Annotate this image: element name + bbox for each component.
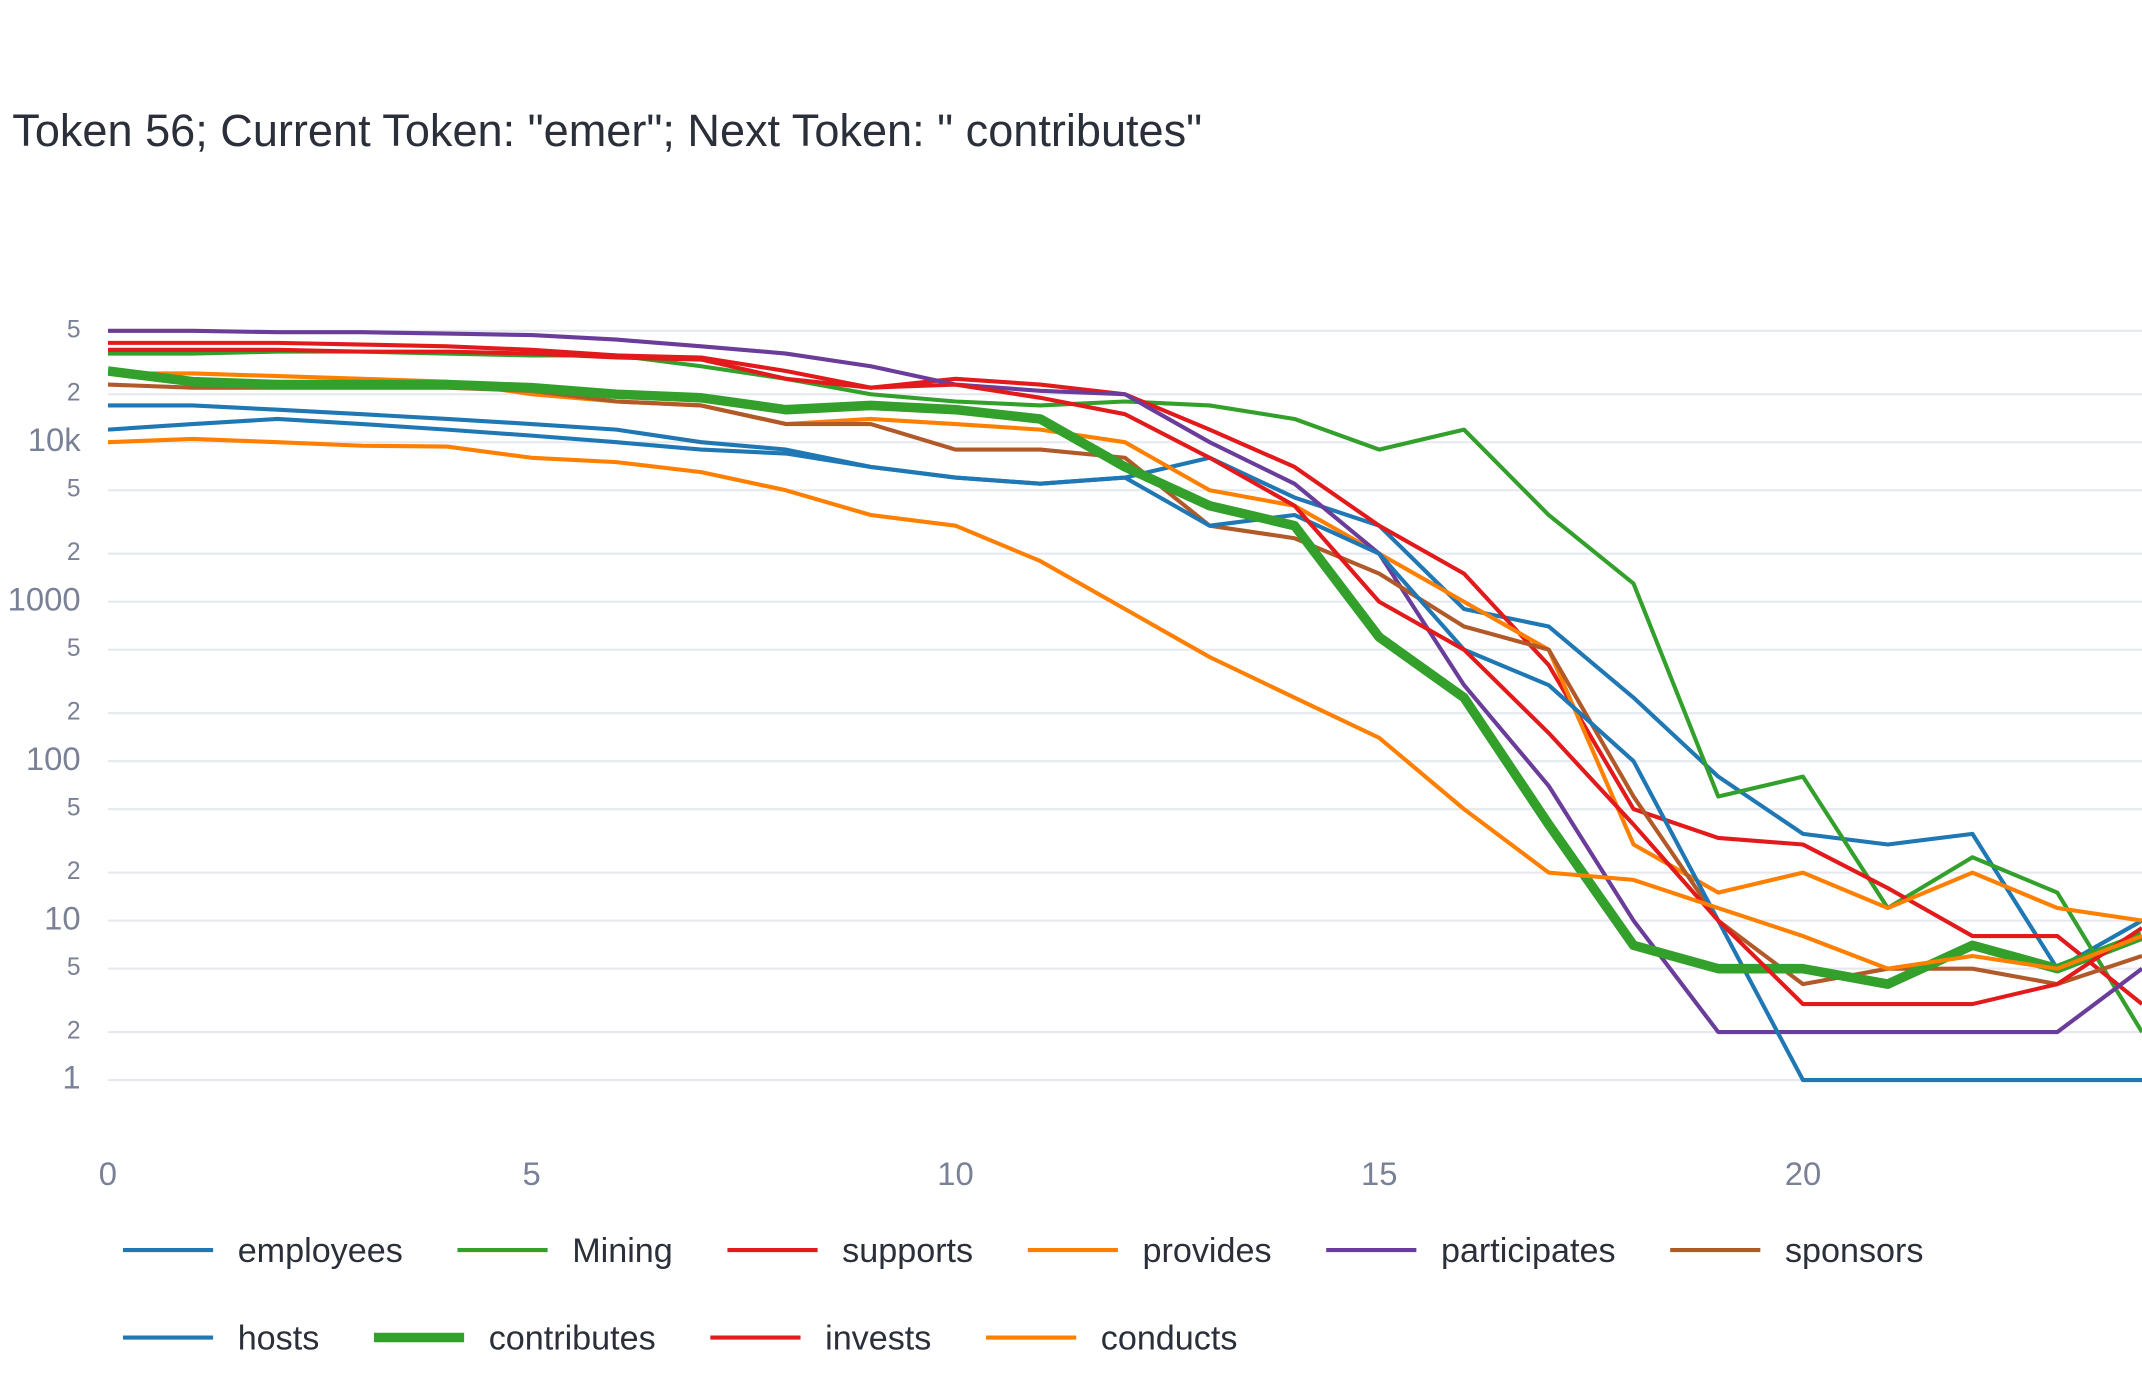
y-tick-label: 1 [62, 1059, 80, 1096]
y-tick-label: 5 [67, 795, 81, 822]
legend-item: Mining [457, 1232, 673, 1270]
y-tick-label: 2 [67, 699, 81, 726]
y-tick-label: 10 [44, 899, 80, 936]
legend-label: hosts [238, 1319, 320, 1357]
y-tick-label: 5 [67, 954, 81, 981]
legend-item: invests [710, 1319, 931, 1357]
legend-item: employees [122, 1232, 403, 1270]
legend-item: hosts [122, 1319, 320, 1357]
plot-area [107, 328, 2142, 1083]
chart-title: Token 56; Current Token: "emer"; Next To… [12, 105, 1202, 156]
x-tick-label: 0 [99, 1155, 117, 1192]
series-line [107, 328, 2142, 1035]
y-tick-label: 2 [67, 380, 81, 407]
x-tick-label: 10 [937, 1155, 973, 1192]
legend-label: sponsors [1785, 1232, 1924, 1270]
legend: employees Mining supports provides participa… [122, 1232, 1923, 1357]
legend-label: invests [825, 1319, 931, 1357]
series-line [107, 366, 2142, 989]
legend-label: Mining [572, 1232, 673, 1270]
y-tick-label: 2 [67, 539, 81, 566]
legend-item: supports [727, 1232, 973, 1270]
x-tick-label: 20 [1785, 1155, 1821, 1192]
series-line [107, 349, 2142, 1034]
grid: 1 2 5 10 2 5 100 2 5 1000 2 5 10k 2 5 0 5 10 15 20 [8, 316, 2142, 1192]
legend-item: conducts [986, 1319, 1237, 1357]
legend-item: sponsors [1670, 1232, 1923, 1270]
y-tick-label: 5 [67, 476, 81, 503]
legend-label: employees [238, 1232, 403, 1270]
series-line [107, 347, 2142, 1007]
y-tick-label: 2 [67, 858, 81, 885]
y-tick-label: 5 [67, 316, 81, 343]
y-tick-label: 10k [28, 421, 81, 458]
x-tick-label: 15 [1361, 1155, 1397, 1192]
series-line [107, 403, 2142, 1083]
y-tick-label: 1000 [8, 580, 81, 617]
legend-label: conducts [1101, 1319, 1238, 1357]
y-tick-label: 100 [26, 740, 81, 777]
legend-item: contributes [373, 1319, 656, 1357]
series-line [107, 382, 2142, 987]
series-line [107, 436, 2142, 971]
x-tick-label: 5 [523, 1155, 541, 1192]
legend-label: supports [842, 1232, 973, 1270]
legend-item: provides [1027, 1232, 1272, 1270]
legend-label: participates [1441, 1232, 1616, 1270]
legend-label: contributes [489, 1319, 656, 1357]
y-tick-label: 2 [67, 1018, 81, 1045]
legend-item: participates [1326, 1232, 1616, 1270]
y-tick-label: 5 [67, 635, 81, 662]
legend-label: provides [1143, 1232, 1272, 1270]
